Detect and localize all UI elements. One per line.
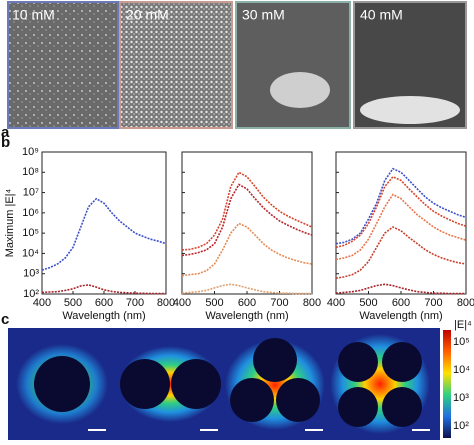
series-line [335,167,467,245]
particle [382,387,422,427]
x-tick-label: 400 [327,297,345,309]
y-tick-label: 10² [23,288,39,300]
x-tick-label: 500 [205,297,223,309]
series-line [181,171,313,251]
panel-letter: c [1,311,9,328]
sem-image [235,1,351,129]
panel-b: 10² 10³ 10⁴ 10⁵ 10⁶ 10⁷ 10⁸ 10⁹ 400 500 600 700 800 W… [4,146,474,322]
panel-c: c |E|⁴ 10⁵ 10⁴ 10³ 10² [1,311,472,440]
x-axis-title: Wavelength (nm) [205,310,288,322]
x-tick-label: 800 [157,297,175,309]
colorbar [443,330,451,438]
particle [230,378,274,422]
colorbar-label: 10³ [453,392,469,404]
x-axis-title: Wavelength (nm) [62,310,145,322]
panel-a: 10 mM 20 mM 30 mM 40 mM a [1,1,467,141]
series-line [41,197,167,271]
particle [382,342,422,382]
panel-letter: a [1,124,10,141]
image-label: 20 mM [126,7,169,23]
sem-image [7,1,119,129]
series-line [335,226,467,279]
particle [171,359,221,409]
y-tick-label: 10⁹ [22,146,39,158]
image-label: 30 mM [242,7,285,23]
x-tick-label: 800 [457,297,474,309]
y-tick-label: 10⁸ [22,166,39,178]
sem-image [119,1,233,129]
y-tick-label: 10⁶ [22,207,39,219]
aggregate [270,72,330,108]
x-tick-label: 600 [392,297,410,309]
x-tick-label: 800 [303,297,321,309]
x-tick-label: 400 [33,297,51,309]
particle [338,387,378,427]
panel-letter: b [1,134,10,151]
y-tick-label: 10⁵ [22,227,39,239]
particle [338,342,378,382]
y-tick-label: 10⁴ [22,247,39,259]
y-tick-label: 10³ [23,268,39,280]
x-axis-title: Wavelength (nm) [359,310,442,322]
aggregate [360,96,460,124]
series-line [41,284,166,295]
x-tick-label: 600 [95,297,113,309]
series-line [181,283,312,295]
series-line [335,175,467,249]
plot-frame [41,151,167,295]
particle [276,378,320,422]
x-tick-label: 700 [424,297,442,309]
x-tick-label: 500 [64,297,82,309]
x-tick-label: 700 [270,297,288,309]
colorbar-label: 10² [453,420,469,432]
x-tick-label: 600 [238,297,256,309]
series-line [181,222,313,277]
colorbar-title: |E|⁴ [454,319,472,331]
colorbar-label: 10⁵ [453,336,470,348]
particle [120,359,170,409]
x-tick-label: 400 [173,297,191,309]
series-line [335,193,467,261]
particle [253,338,297,382]
x-tick-label: 500 [359,297,377,309]
particle [34,356,90,412]
image-label: 10 mM [12,7,55,23]
x-tick-label: 700 [126,297,144,309]
image-label: 40 mM [360,7,403,23]
series-line [181,183,313,257]
y-axis-title: Maximum |E|⁴ [4,188,16,257]
colorbar-label: 10⁴ [453,364,470,376]
series-line [335,283,466,295]
y-tick-label: 10⁷ [23,186,39,198]
